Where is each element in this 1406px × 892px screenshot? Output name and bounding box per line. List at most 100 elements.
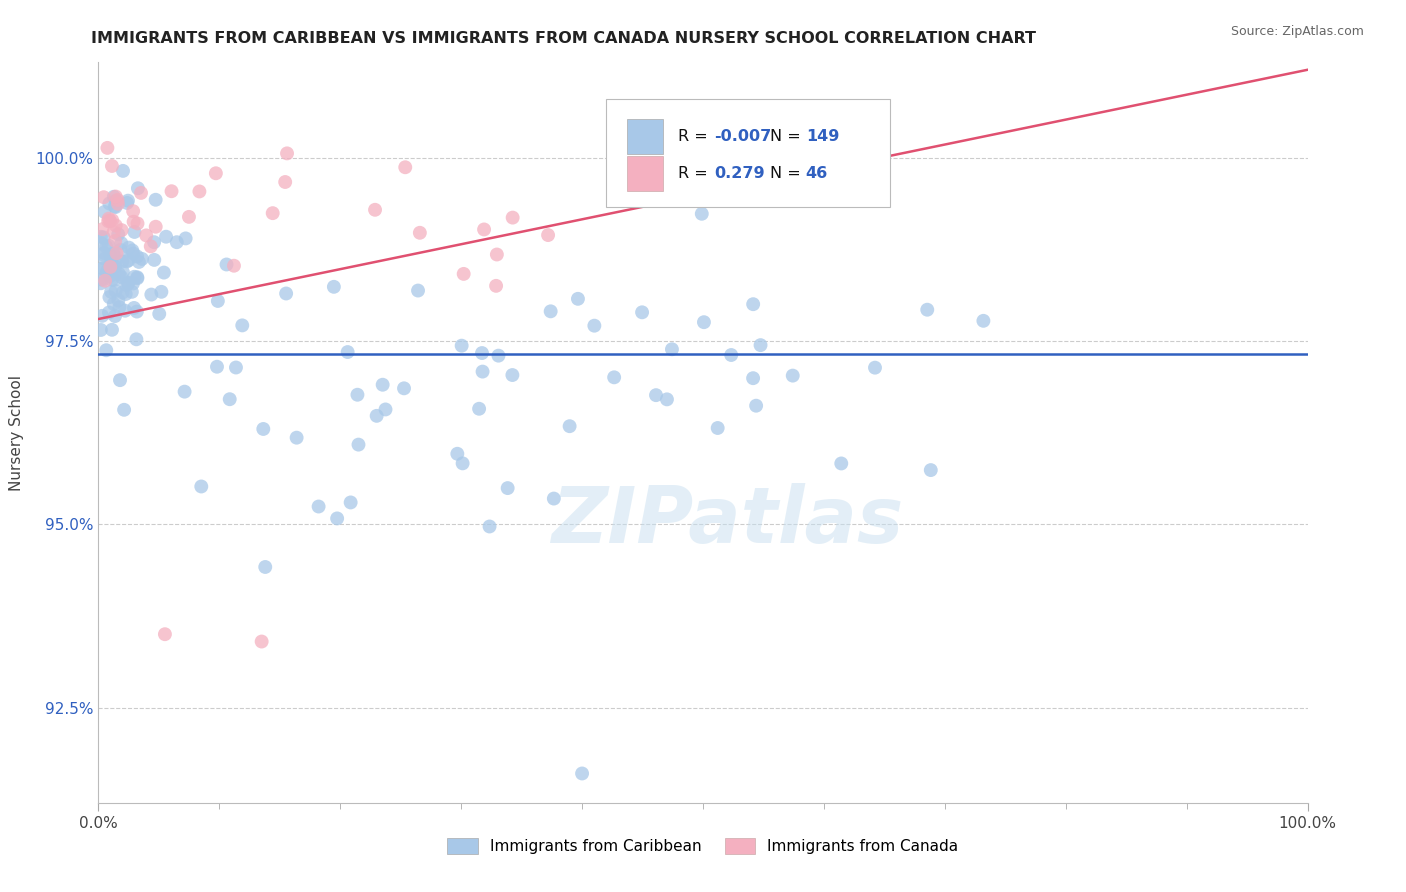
Point xyxy=(110,236,132,251)
Point xyxy=(101,159,124,173)
Point xyxy=(90,272,112,286)
Point xyxy=(117,253,139,268)
Point xyxy=(104,199,127,213)
Point xyxy=(97,238,120,252)
Point xyxy=(104,234,127,248)
Point xyxy=(111,223,134,237)
Point xyxy=(98,196,121,211)
Point xyxy=(143,235,166,250)
Point xyxy=(972,314,994,328)
Point xyxy=(749,338,772,352)
Point xyxy=(173,384,195,399)
Point xyxy=(127,271,149,285)
Point xyxy=(453,267,475,281)
Point xyxy=(231,318,253,333)
Point xyxy=(94,274,117,288)
Point xyxy=(471,365,494,379)
Point xyxy=(121,285,143,299)
Point xyxy=(262,206,284,220)
Point xyxy=(254,560,277,574)
Point xyxy=(90,262,112,277)
Point xyxy=(488,349,510,363)
Point xyxy=(122,215,145,229)
Point xyxy=(276,146,298,161)
Point xyxy=(274,175,297,189)
Point xyxy=(104,200,127,214)
Point xyxy=(468,401,491,416)
Point xyxy=(124,225,146,239)
Bar xyxy=(627,156,664,191)
Point xyxy=(107,227,129,242)
Point xyxy=(104,309,127,323)
Point xyxy=(346,388,368,402)
Point xyxy=(218,392,240,407)
Text: -0.007: -0.007 xyxy=(714,129,770,144)
Point xyxy=(655,392,678,407)
Point xyxy=(603,370,626,384)
Point xyxy=(122,246,145,260)
Point xyxy=(177,210,200,224)
Text: 149: 149 xyxy=(806,129,839,144)
Point xyxy=(104,189,127,203)
Point xyxy=(485,247,508,261)
Point xyxy=(371,377,394,392)
Point xyxy=(96,141,118,155)
FancyBboxPatch shape xyxy=(606,99,890,207)
Text: N =: N = xyxy=(769,166,806,181)
Point xyxy=(90,236,112,251)
Point xyxy=(139,239,162,253)
Point xyxy=(111,265,134,279)
Point xyxy=(153,627,176,641)
Point xyxy=(706,421,728,435)
Bar xyxy=(627,119,664,154)
Point xyxy=(347,437,370,451)
Text: Source: ZipAtlas.com: Source: ZipAtlas.com xyxy=(1230,25,1364,38)
Point xyxy=(94,252,117,266)
Point xyxy=(174,231,197,245)
Point xyxy=(96,343,118,358)
Text: 0.279: 0.279 xyxy=(714,166,765,181)
Point xyxy=(366,409,388,423)
Point xyxy=(742,297,765,311)
Point xyxy=(540,304,562,318)
Point xyxy=(98,248,121,262)
Point xyxy=(121,244,143,258)
Point xyxy=(117,194,139,208)
Point xyxy=(160,184,183,198)
Point xyxy=(285,431,308,445)
Point xyxy=(131,252,153,266)
Point xyxy=(558,419,581,434)
Point xyxy=(96,240,118,254)
Point xyxy=(108,300,131,314)
Point xyxy=(374,402,396,417)
Point xyxy=(91,309,114,323)
Point xyxy=(101,273,124,287)
Point xyxy=(103,225,125,239)
Point xyxy=(451,456,474,470)
Point xyxy=(690,207,713,221)
Point xyxy=(863,360,886,375)
Point xyxy=(114,303,136,318)
Point xyxy=(830,457,852,471)
Point xyxy=(322,280,344,294)
Point xyxy=(104,284,127,298)
Point xyxy=(135,228,157,243)
Point xyxy=(145,219,167,234)
Point xyxy=(112,402,135,417)
Point xyxy=(104,194,127,208)
Point xyxy=(93,205,115,219)
Point xyxy=(364,202,387,217)
Point xyxy=(96,266,118,280)
Point xyxy=(661,343,683,357)
Point xyxy=(148,307,170,321)
Point xyxy=(107,196,129,211)
Legend: Immigrants from Caribbean, Immigrants from Canada: Immigrants from Caribbean, Immigrants fr… xyxy=(440,830,966,862)
Point xyxy=(91,247,114,261)
Point xyxy=(93,230,115,244)
Point xyxy=(571,766,593,780)
Point xyxy=(326,511,349,525)
Point xyxy=(98,214,121,228)
Point xyxy=(117,276,139,290)
Point xyxy=(250,634,273,648)
Point xyxy=(111,254,134,268)
